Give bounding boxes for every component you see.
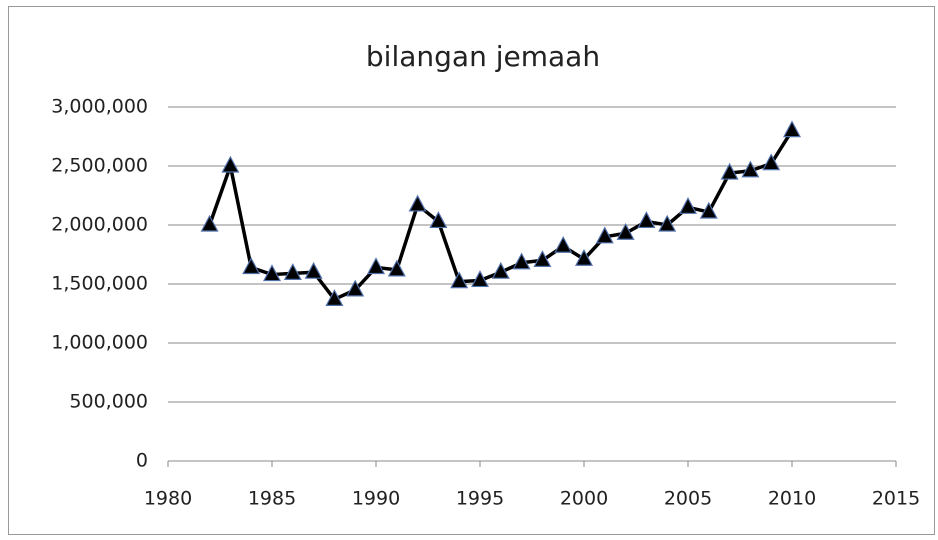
marker	[554, 235, 573, 253]
marker	[637, 211, 656, 229]
marker	[263, 264, 281, 282]
marker	[533, 250, 552, 267]
x-tick-label: 2005	[664, 488, 712, 510]
marker	[283, 263, 302, 280]
marker	[242, 257, 261, 275]
y-tick-label: 1,500,000	[51, 273, 148, 295]
y-tick-label: 2,000,000	[51, 214, 148, 236]
marker	[221, 155, 240, 173]
marker	[471, 270, 489, 288]
x-tick-label: 2015	[872, 488, 920, 510]
x-tick-label: 1995	[456, 488, 504, 510]
marker	[616, 222, 635, 240]
marker	[325, 289, 344, 306]
x-tick-label: 1980	[144, 488, 192, 510]
marker	[200, 214, 219, 232]
marker	[304, 261, 323, 279]
x-tick-label: 2010	[768, 488, 816, 510]
marker	[595, 226, 614, 244]
chart-border	[8, 6, 935, 535]
y-tick-label: 0	[136, 450, 148, 472]
marker	[699, 201, 718, 219]
y-tick-label: 2,500,000	[51, 155, 148, 177]
marker	[762, 153, 781, 171]
x-tick-label: 1990	[352, 488, 400, 510]
y-tick-label: 3,000,000	[51, 96, 148, 118]
x-tick-label: 1985	[248, 488, 296, 510]
marker	[720, 162, 739, 180]
marker	[491, 261, 510, 279]
marker	[450, 271, 469, 289]
x-tick-label: 2000	[560, 488, 608, 510]
y-tick-label: 1,000,000	[51, 332, 148, 354]
marker	[408, 194, 427, 212]
marker	[679, 197, 697, 214]
y-tick-label: 500,000	[69, 391, 148, 413]
marker	[783, 120, 801, 138]
marker	[429, 211, 448, 229]
marker	[346, 279, 365, 297]
chart-title: bilangan jemaah	[366, 40, 600, 73]
marker	[512, 252, 531, 270]
marker	[387, 259, 406, 277]
marker	[741, 160, 760, 178]
marker	[658, 214, 677, 232]
marker	[367, 257, 385, 275]
marker	[575, 248, 593, 266]
